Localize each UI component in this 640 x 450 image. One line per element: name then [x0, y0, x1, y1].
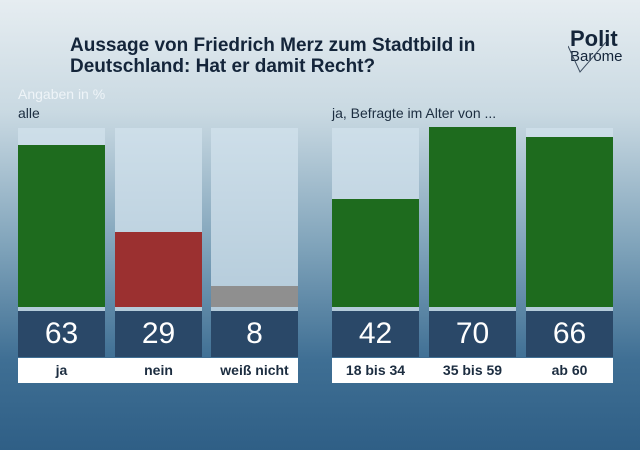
bar-column: 63 ja [18, 0, 105, 450]
value-label: 29 [115, 311, 202, 357]
bar-column: 70 35 bis 59 [429, 0, 516, 450]
bar [332, 199, 419, 307]
bar [429, 127, 516, 307]
category-label: 35 bis 59 [429, 358, 516, 383]
politbarometer-logo: Polit Barome [568, 28, 623, 73]
bar [115, 232, 202, 307]
value-label: 8 [211, 311, 298, 357]
bar-column: 29 nein [115, 0, 202, 450]
bar [526, 137, 613, 307]
value-label: 70 [429, 311, 516, 357]
category-label: nein [115, 358, 202, 383]
left-subtitle: alle [18, 105, 40, 121]
bar [211, 286, 298, 307]
value-label: 66 [526, 311, 613, 357]
logo-check-icon [568, 42, 607, 73]
unit-label: Angaben in % [18, 86, 106, 102]
category-label: 18 bis 34 [332, 358, 419, 383]
category-label: ab 60 [526, 358, 613, 383]
category-label: ja [18, 358, 105, 383]
chart-title: Aussage von Friedrich Merz zum Stadtbild… [70, 35, 476, 77]
bar-track [211, 128, 298, 311]
bar-column: 42 18 bis 34 [332, 0, 419, 450]
bar-column: 8 weiß nicht [211, 0, 298, 450]
bar-column: 66 ab 60 [526, 0, 613, 450]
value-label: 63 [18, 311, 105, 357]
value-label: 42 [332, 311, 419, 357]
category-label: weiß nicht [211, 358, 298, 383]
bar [18, 145, 105, 307]
right-subtitle: ja, Befragte im Alter von ... [332, 105, 497, 121]
